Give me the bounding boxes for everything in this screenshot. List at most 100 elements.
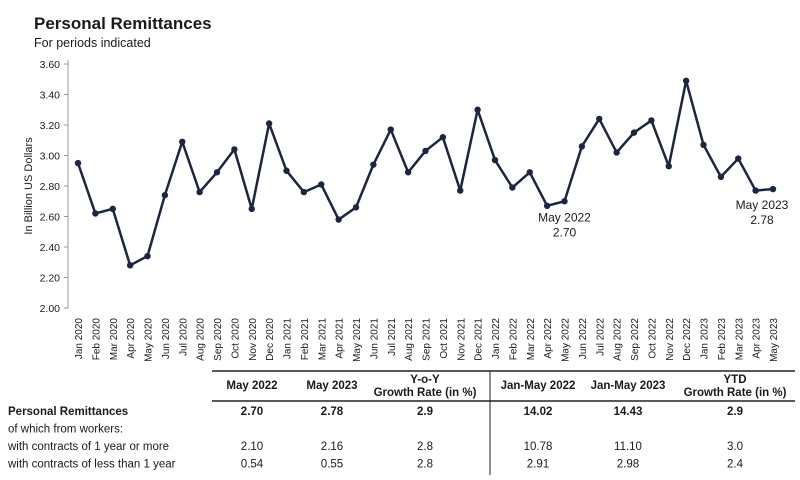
point: [561, 198, 568, 205]
table-cell: 2.9: [727, 406, 743, 418]
point: [231, 146, 238, 153]
point: [439, 134, 447, 141]
x-tick-label: Dec 2022: [682, 318, 693, 361]
table-header: YTD: [724, 374, 747, 386]
table-header: Jan-May 2022: [501, 380, 576, 392]
point: [630, 129, 638, 136]
table-cell: 2.91: [527, 459, 549, 471]
point: [370, 161, 377, 168]
x-tick-label: Sep 2021: [422, 318, 433, 361]
x-tick-label: Nov 2021: [456, 318, 467, 361]
x-tick-label: Apr 2023: [752, 318, 763, 359]
x-tick-label: Dec 2020: [265, 318, 276, 361]
y-tick-label: 3.60: [40, 59, 61, 71]
chart-subtitle: For periods indicated: [34, 36, 151, 50]
point: [318, 181, 325, 188]
x-tick-label: Jun 2021: [369, 318, 380, 360]
table-header: Jan-May 2023: [591, 380, 666, 392]
point: [74, 159, 82, 167]
y-tick-label: 2.80: [40, 181, 61, 193]
table-cell: 10.78: [524, 441, 553, 453]
annotation-category: May 2023: [736, 198, 789, 212]
table-cell: 2.4: [727, 459, 744, 471]
x-tick-label: Apr 2021: [335, 318, 346, 359]
x-tick-label: Mar 2022: [526, 318, 537, 361]
point: [248, 205, 255, 213]
point: [179, 138, 186, 145]
table-cell: 2.16: [321, 441, 343, 453]
table-header: Growth Rate (in %): [684, 387, 787, 399]
x-tick-label: Apr 2020: [126, 318, 137, 359]
point: [144, 252, 151, 260]
point: [735, 155, 742, 162]
point: [213, 169, 221, 176]
table-cell: with contracts of less than 1 year: [7, 459, 176, 471]
x-tick-label: Nov 2020: [248, 318, 259, 361]
table-header: Y-o-Y: [410, 374, 440, 386]
point: [596, 115, 603, 123]
point: [457, 187, 464, 194]
x-tick-label: Feb 2021: [300, 318, 311, 361]
x-tick-label: Feb 2023: [717, 318, 728, 361]
table-cell: 2.10: [241, 441, 263, 453]
x-tick-label: Jan 2020: [74, 318, 85, 360]
x-tick-label: Jan 2021: [283, 318, 294, 360]
x-tick-label: Feb 2022: [508, 318, 519, 361]
point: [769, 185, 777, 193]
point: [526, 169, 533, 176]
y-tick-label: 2.40: [40, 242, 61, 254]
value-label: 2.78: [750, 213, 774, 227]
value-label: 2.70: [553, 225, 577, 239]
point: [404, 169, 412, 176]
point: [352, 204, 360, 211]
y-axis-label: In Billion US Dollars: [23, 137, 35, 235]
table-cell: 11.10: [614, 441, 642, 453]
table-cell: Personal Remittances: [8, 406, 128, 418]
point: [700, 141, 707, 149]
x-tick-label: Mar 2021: [317, 318, 328, 361]
point: [109, 205, 116, 213]
x-tick-label: Dec 2021: [474, 318, 485, 361]
table-cell: 14.43: [614, 406, 643, 418]
chart-title: Personal Remittances: [34, 14, 212, 33]
table-cell: 2.70: [241, 406, 263, 418]
x-tick-label: Oct 2021: [439, 318, 450, 359]
point: [648, 117, 655, 124]
y-tick-label: 3.00: [40, 151, 61, 163]
point: [300, 188, 308, 196]
x-tick-label: Sep 2022: [630, 318, 641, 361]
x-tick-label: Jun 2022: [578, 318, 589, 360]
x-tick-label: Jan 2023: [700, 318, 711, 360]
point: [717, 173, 725, 181]
x-tick-label: Feb 2020: [91, 318, 102, 361]
annotation-category: May 2022: [538, 210, 591, 224]
point: [578, 143, 586, 150]
x-tick-label: Oct 2020: [230, 318, 241, 359]
x-tick-label: Sep 2020: [213, 318, 224, 361]
point: [283, 167, 290, 174]
table-cell: 2.78: [321, 406, 344, 418]
x-tick-label: May 2021: [352, 318, 363, 362]
table-header: May 2023: [306, 380, 357, 392]
point: [335, 216, 342, 223]
point: [543, 202, 551, 210]
x-tick-label: Mar 2020: [109, 318, 120, 361]
table-cell: 0.55: [321, 459, 343, 471]
x-tick-label: May 2020: [144, 318, 155, 362]
y-tick-label: 2.60: [40, 212, 61, 224]
point: [474, 106, 481, 113]
point: [491, 156, 499, 164]
x-tick-label: Aug 2022: [613, 318, 624, 361]
x-tick-label: Apr 2022: [543, 318, 554, 359]
table-header: Growth Rate (in %): [374, 387, 477, 399]
x-tick-label: May 2023: [769, 318, 780, 362]
table-cell: of which from workers:: [8, 424, 123, 436]
table-header: May 2022: [226, 380, 277, 392]
y-tick-label: 3.40: [40, 90, 61, 102]
y-tick-label: 3.20: [40, 120, 61, 132]
x-tick-label: Nov 2022: [665, 318, 676, 361]
point: [752, 187, 759, 194]
y-tick-label: 2.20: [40, 273, 61, 285]
point: [265, 120, 273, 127]
